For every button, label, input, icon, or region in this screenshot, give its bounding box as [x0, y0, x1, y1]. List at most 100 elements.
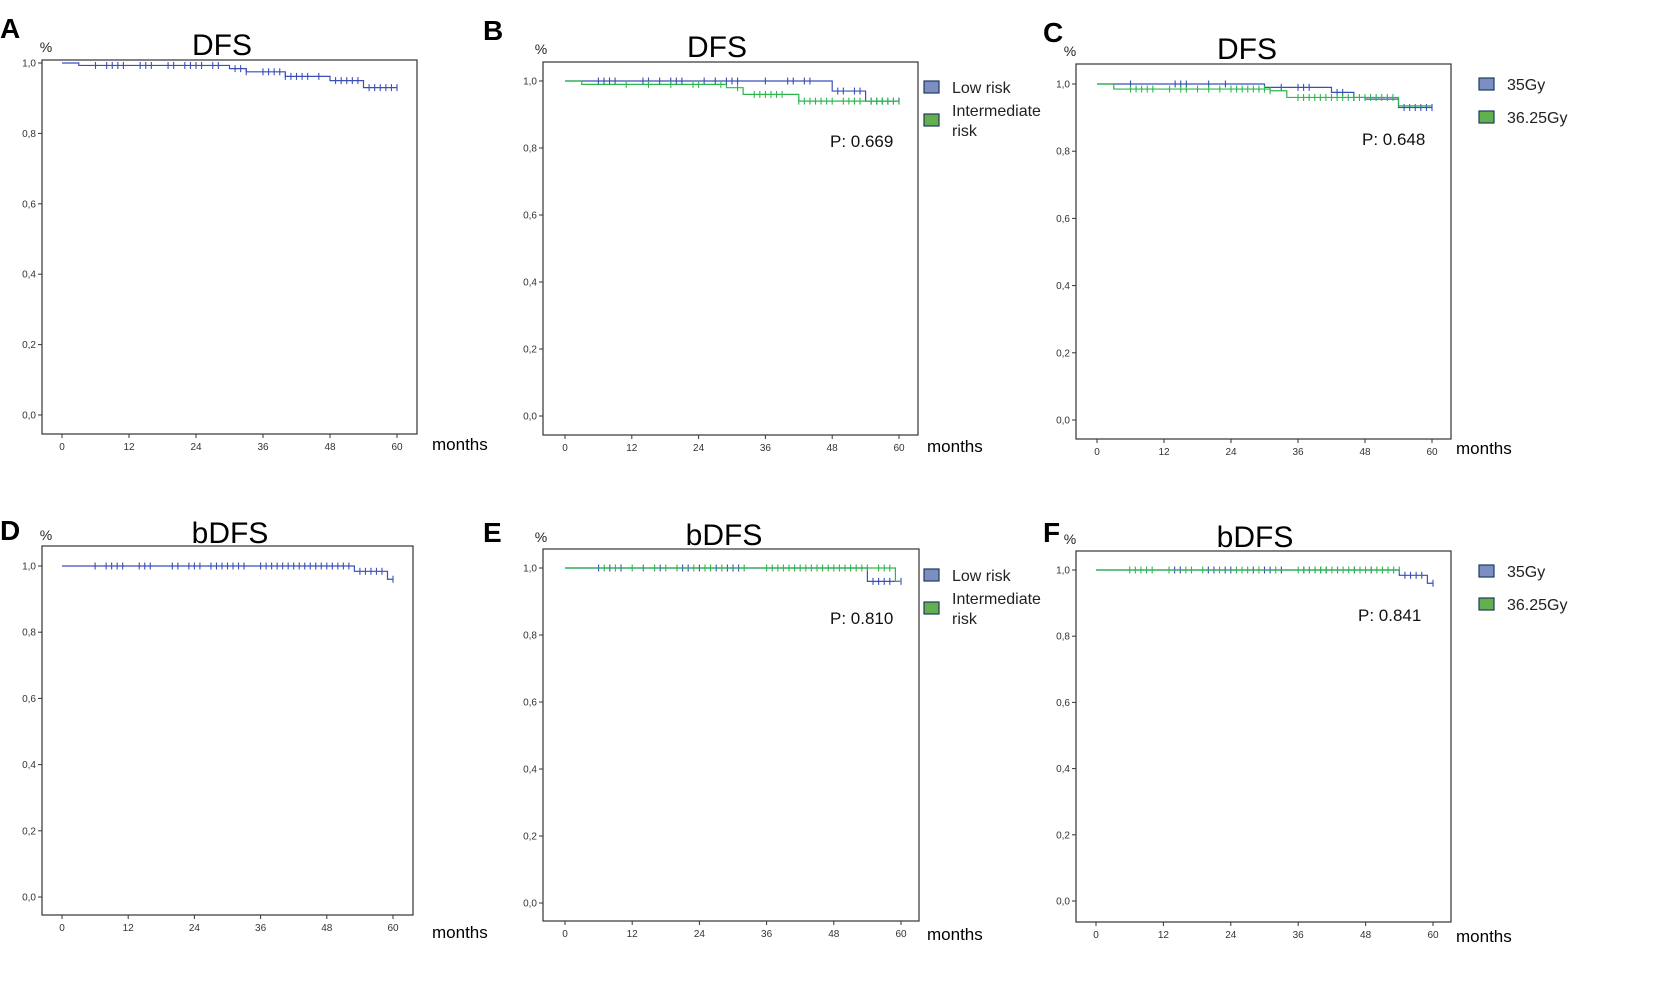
y-tick-label: 1,0 [523, 77, 537, 88]
y-tick-label: 0,2 [523, 832, 537, 843]
legend-label: Intermediate risk [952, 103, 1041, 140]
legend-label: Low risk [952, 80, 1012, 97]
y-tick-label: 0,4 [523, 278, 537, 289]
p-value: P: 0.810 [830, 609, 893, 628]
y-tick-label: 0,0 [22, 893, 36, 904]
panel-letter: B [483, 15, 503, 46]
chart-title: bDFS [192, 517, 269, 550]
y-tick-label: 0,8 [1056, 632, 1070, 643]
x-tick-label: 24 [1225, 930, 1237, 941]
y-tick-label: 0,0 [523, 412, 537, 423]
panel-letter: F [1043, 517, 1060, 548]
y-tick-label: 0,6 [22, 694, 36, 705]
y-tick-label: 0,4 [22, 270, 36, 281]
y-axis-label: % [535, 41, 547, 57]
chart-title: DFS [687, 31, 747, 64]
chart-title: DFS [1217, 33, 1277, 66]
y-tick-label: 1,0 [1056, 566, 1070, 577]
y-tick-label: 0,8 [523, 631, 537, 642]
y-axis-label: % [535, 529, 547, 545]
legend: Low risk Intermediate risk [923, 80, 1041, 140]
x-tick-label: 0 [562, 929, 568, 940]
x-axis-label: months [927, 437, 983, 456]
y-tick-label: 0,4 [1056, 281, 1070, 292]
legend-label: 35Gy [1507, 564, 1545, 581]
p-value: P: 0.669 [830, 132, 893, 151]
x-tick-label: 48 [324, 442, 336, 453]
y-tick-label: 0,8 [1056, 147, 1070, 158]
legend-swatch-green [1478, 597, 1495, 611]
legend-label-line: risk [952, 123, 978, 140]
panel-C: C DFS 0,0 0,2 0,4 0,6 0,8 1,0 0 12 24 36 48 60% months… [1043, 17, 1567, 458]
plot-frame [1075, 63, 1452, 440]
series-36-25gy [1097, 83, 1432, 107]
x-tick-label: 48 [321, 923, 333, 934]
y-tick-label: 0,4 [523, 765, 537, 776]
y-tick-label: 0,8 [523, 144, 537, 155]
x-tick-label: 24 [1225, 447, 1237, 458]
x-tick-label: 12 [1158, 930, 1170, 941]
x-tick-label: 36 [761, 929, 773, 940]
panel-letter: D [0, 515, 20, 546]
legend-swatch-blue [1478, 77, 1495, 91]
x-axis-label: months [927, 925, 983, 944]
legend-label-line: risk [952, 611, 978, 628]
plot-frame [542, 61, 919, 436]
panel-letter: E [483, 517, 502, 548]
legend-label: Low risk [952, 568, 1012, 585]
x-tick-label: 60 [893, 443, 905, 454]
y-tick-label: 0,6 [523, 698, 537, 709]
series-intermediate-risk [565, 80, 900, 105]
x-tick-label: 36 [255, 923, 267, 934]
y-tick-label: 1,0 [22, 59, 36, 70]
x-tick-label: 48 [828, 929, 840, 940]
series-all-patients [62, 562, 394, 583]
legend-label-line: Intermediate [952, 591, 1041, 608]
legend-label: 36.25Gy [1507, 110, 1567, 127]
x-tick-label: 36 [1293, 930, 1305, 941]
panel-letter: A [0, 13, 20, 44]
y-tick-label: 0,0 [523, 899, 537, 910]
x-tick-label: 0 [1094, 447, 1100, 458]
y-axis-label: % [40, 527, 52, 543]
x-tick-label: 0 [562, 443, 568, 454]
x-tick-label: 24 [189, 923, 201, 934]
x-axis-label: months [1456, 439, 1512, 458]
plot-frame [41, 545, 414, 916]
y-tick-label: 0,2 [1056, 830, 1070, 841]
p-value: P: 0.841 [1358, 606, 1421, 625]
survival-step-line [565, 567, 901, 582]
y-tick-label: 0,6 [1056, 698, 1070, 709]
x-tick-label: 24 [694, 929, 706, 940]
x-axis-label: months [432, 923, 488, 942]
x-tick-label: 12 [123, 923, 135, 934]
x-axis-label: months [432, 435, 488, 454]
y-tick-label: 1,0 [1056, 80, 1070, 91]
x-tick-label: 0 [59, 442, 65, 453]
series-36-25gy [1096, 566, 1400, 574]
legend-swatch-green [923, 113, 940, 127]
x-tick-label: 36 [1292, 447, 1304, 458]
legend-swatch-blue [1478, 564, 1495, 578]
y-axis-label: % [1064, 531, 1076, 547]
legend: 35Gy 36.25Gy [1478, 564, 1567, 614]
y-axis-label: % [1064, 43, 1076, 59]
legend-label: 35Gy [1507, 77, 1545, 94]
y-tick-label: 0,8 [22, 129, 36, 140]
x-tick-label: 48 [827, 443, 839, 454]
y-tick-label: 0,4 [22, 760, 36, 771]
x-tick-label: 0 [1093, 930, 1099, 941]
y-tick-label: 0,8 [22, 628, 36, 639]
x-tick-label: 60 [387, 923, 399, 934]
legend-label-line: Intermediate [952, 103, 1041, 120]
x-axis-label: months [1456, 927, 1512, 946]
y-tick-label: 0,0 [1056, 416, 1070, 427]
legend-swatch-blue [923, 568, 940, 582]
y-tick-label: 0,0 [22, 411, 36, 422]
y-tick-label: 0,6 [523, 211, 537, 222]
survival-step-line [1097, 83, 1432, 107]
y-tick-label: 1,0 [22, 562, 36, 573]
